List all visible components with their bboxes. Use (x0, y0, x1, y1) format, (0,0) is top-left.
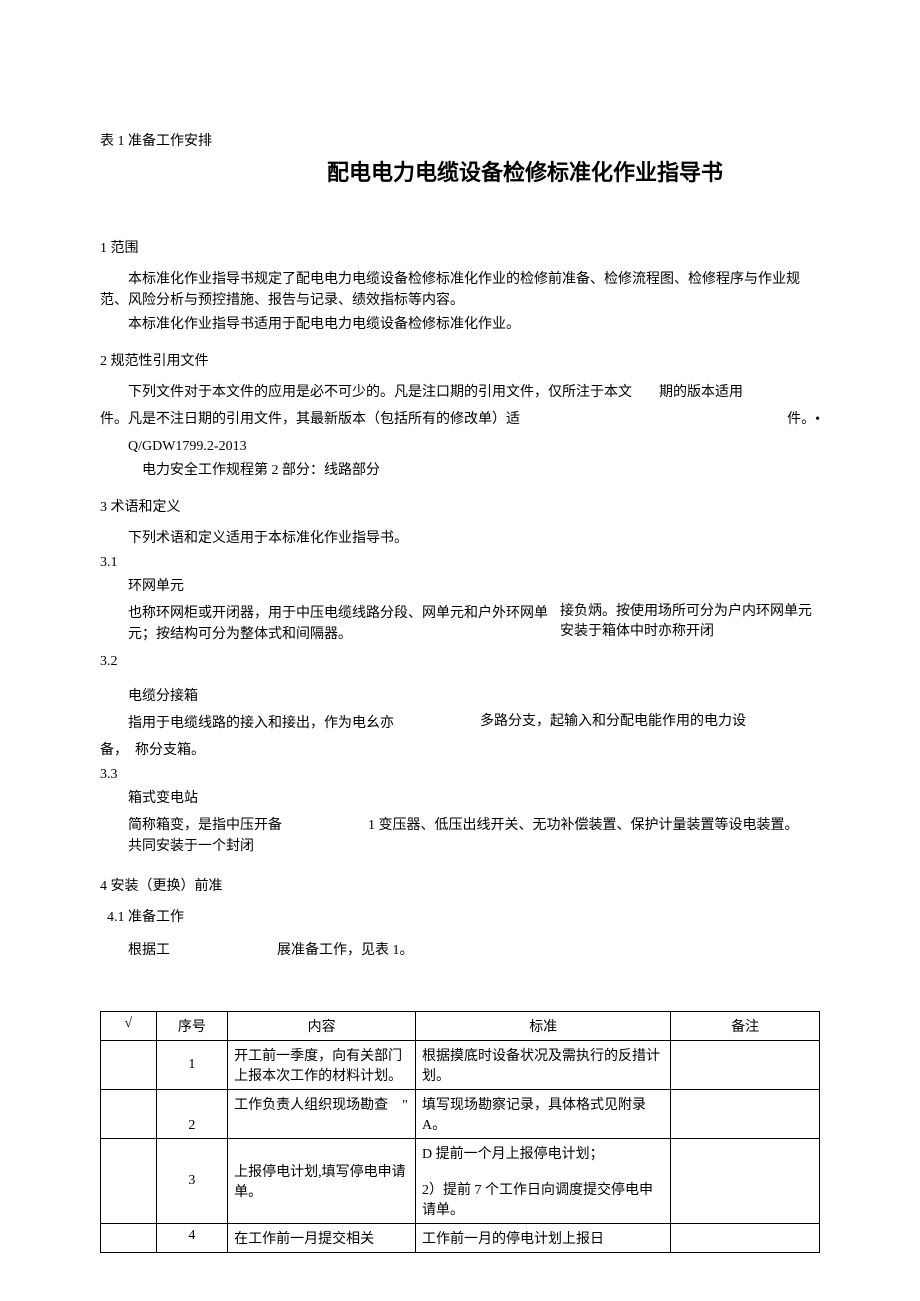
s31-right: 接负炳。按使用场所可分为户内环网单元安装于箱体中时亦称开闭 (560, 600, 820, 648)
th-note: 备注 (671, 1012, 820, 1041)
cell-content: 开工前一季度，向有关部门上报本次工作的材料计划。 (228, 1041, 416, 1090)
s32-term: 电缆分接箱 (128, 686, 820, 707)
cell-standard: 工作前一月的停电计划上报日 (416, 1224, 671, 1253)
cell-standard: 根据摸底时设备状况及需执行的反措计划。 (416, 1041, 671, 1090)
s41-heading: 4.1 准备工作 (107, 907, 820, 928)
table-caption: 表 1 准备工作安排 (100, 130, 820, 150)
cell-note (671, 1224, 820, 1253)
cell-content: 工作负责人组织现场勘查 " (228, 1090, 416, 1139)
prep-table: √ 序号 内容 标准 备注 1 开工前一季度，向有关部门上报本次工作的材料计划。… (100, 1011, 820, 1253)
table-header-row: √ 序号 内容 标准 备注 (101, 1012, 820, 1041)
cell-note (671, 1090, 820, 1139)
s1-p2: 本标准化作业指导书适用于配电电力电缆设备检修标准化作业。 (100, 314, 820, 335)
s33-left1: 简称箱变，是指中压开备 (128, 815, 348, 836)
cell-seq: 2 (156, 1090, 227, 1139)
th-content: 内容 (228, 1012, 416, 1041)
s1-p1: 本标准化作业指导书规定了配电电力电缆设备检修标准化作业的检修前准备、检修流程图、… (100, 269, 820, 311)
table-row: 4 在工作前一月提交相关 工作前一月的停电计划上报日 (101, 1224, 820, 1253)
table-row: 1 开工前一季度，向有关部门上报本次工作的材料计划。 根据摸底时设备状况及需执行… (101, 1041, 820, 1090)
section-4-heading: 4 安装（更换）前准 (100, 875, 820, 895)
cell-standard: 填写现场勘察记录，具体格式见附录 A。 (416, 1090, 671, 1139)
s32-right: 多路分支，起输入和分配电能作用的电力设 (480, 710, 820, 737)
s33-left2: 共同安装于一个封闭 (128, 836, 348, 857)
cell-check (101, 1224, 157, 1253)
s3-intro: 下列术语和定义适用于本标准化作业指导书。 (100, 528, 820, 549)
s31-left: 也称环网柜或开闭器，用于中压电缆线路分段、网单元和户外环网单元；按结构可分为整体… (128, 603, 560, 645)
th-seq: 序号 (156, 1012, 227, 1041)
s33-num: 3.3 (100, 764, 820, 785)
s32-num: 3.2 (100, 651, 820, 672)
s33-right1: 1 变压器、低压出线开关、无功补偿装置、保护计量装置等设电装置。 (348, 815, 820, 857)
cell-seq: 3 (156, 1139, 227, 1224)
th-check: √ (101, 1012, 157, 1041)
s2-p1-left: 下列文件对于本文件的应用是必不可少的。凡是注口期的引用文件，仅所注于本文 (128, 385, 632, 400)
table-row: 3 上报停电计划,填写停电申请单。 D 提前一个月上报停电计划； 2）提前 7 … (101, 1139, 820, 1224)
s2-p3: Q/GDW1799.2-2013 (128, 436, 820, 457)
s2-p2-left: 件。凡是不注日期的引用文件，其最新版本（包括所有的修改单）适 (100, 412, 520, 427)
section-3-heading: 3 术语和定义 (100, 496, 820, 516)
cell-content: 上报停电计划,填写停电申请单。 (228, 1139, 416, 1224)
doc-title: 配电电力电缆设备检修标准化作业指导书 (230, 155, 820, 187)
s33-term: 箱式变电站 (128, 788, 820, 809)
s2-p2-right: 件。• (787, 409, 820, 430)
cell-check (101, 1041, 157, 1090)
cell-content: 在工作前一月提交相关 (228, 1224, 416, 1253)
s32-left: 指用于电缆线路的接入和接出，作为电幺亦 (128, 713, 480, 734)
cell-seq: 1 (156, 1041, 227, 1090)
section-1-heading: 1 范围 (100, 237, 820, 257)
s32-tail: 备， 称分支箱。 (100, 740, 820, 761)
s41-left: 根据工 (128, 943, 170, 958)
table-row: 2 工作负责人组织现场勘查 " 填写现场勘察记录，具体格式见附录 A。 (101, 1090, 820, 1139)
cell-note (671, 1041, 820, 1090)
s2-p1-right: 期的版本适用 (659, 385, 743, 400)
th-standard: 标准 (416, 1012, 671, 1041)
s2-p4: 电力安全工作规程第 2 部分：线路部分 (142, 460, 820, 481)
cell-seq: 4 (156, 1224, 227, 1253)
cell-standard: D 提前一个月上报停电计划； 2）提前 7 个工作日向调度提交停电申请单。 (416, 1139, 671, 1224)
cell-note (671, 1139, 820, 1224)
s41-right: 展准备工作，见表 1。 (277, 943, 414, 958)
s31-num: 3.1 (100, 552, 820, 573)
section-2-heading: 2 规范性引用文件 (100, 350, 820, 370)
s31-term: 环网单元 (128, 576, 820, 597)
cell-check (101, 1090, 157, 1139)
cell-check (101, 1139, 157, 1224)
